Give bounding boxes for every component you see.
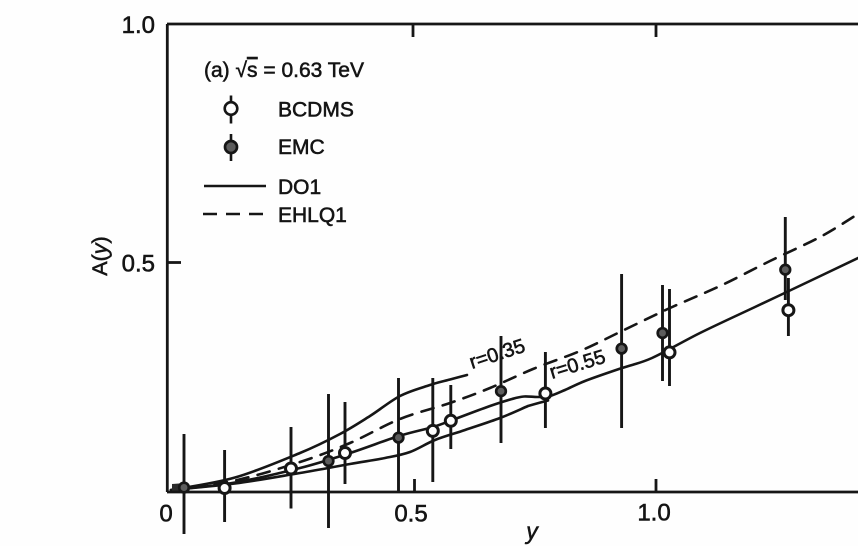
svg-text:DO1: DO1 [278, 176, 321, 199]
svg-text:y: y [524, 518, 539, 544]
svg-text:0.5: 0.5 [122, 251, 155, 278]
svg-text:1.0: 1.0 [122, 12, 155, 39]
svg-text:0: 0 [159, 501, 172, 528]
svg-text:(a) √s = 0.63 TeV: (a) √s = 0.63 TeV [204, 59, 364, 82]
svg-text:0.5: 0.5 [394, 501, 427, 528]
svg-text:A(y): A(y) [88, 236, 112, 275]
svg-text:BCDMS: BCDMS [278, 99, 354, 122]
svg-text:EMC: EMC [278, 136, 325, 159]
svg-text:EHLQ1: EHLQ1 [278, 204, 347, 227]
svg-text:1.0: 1.0 [637, 500, 670, 527]
